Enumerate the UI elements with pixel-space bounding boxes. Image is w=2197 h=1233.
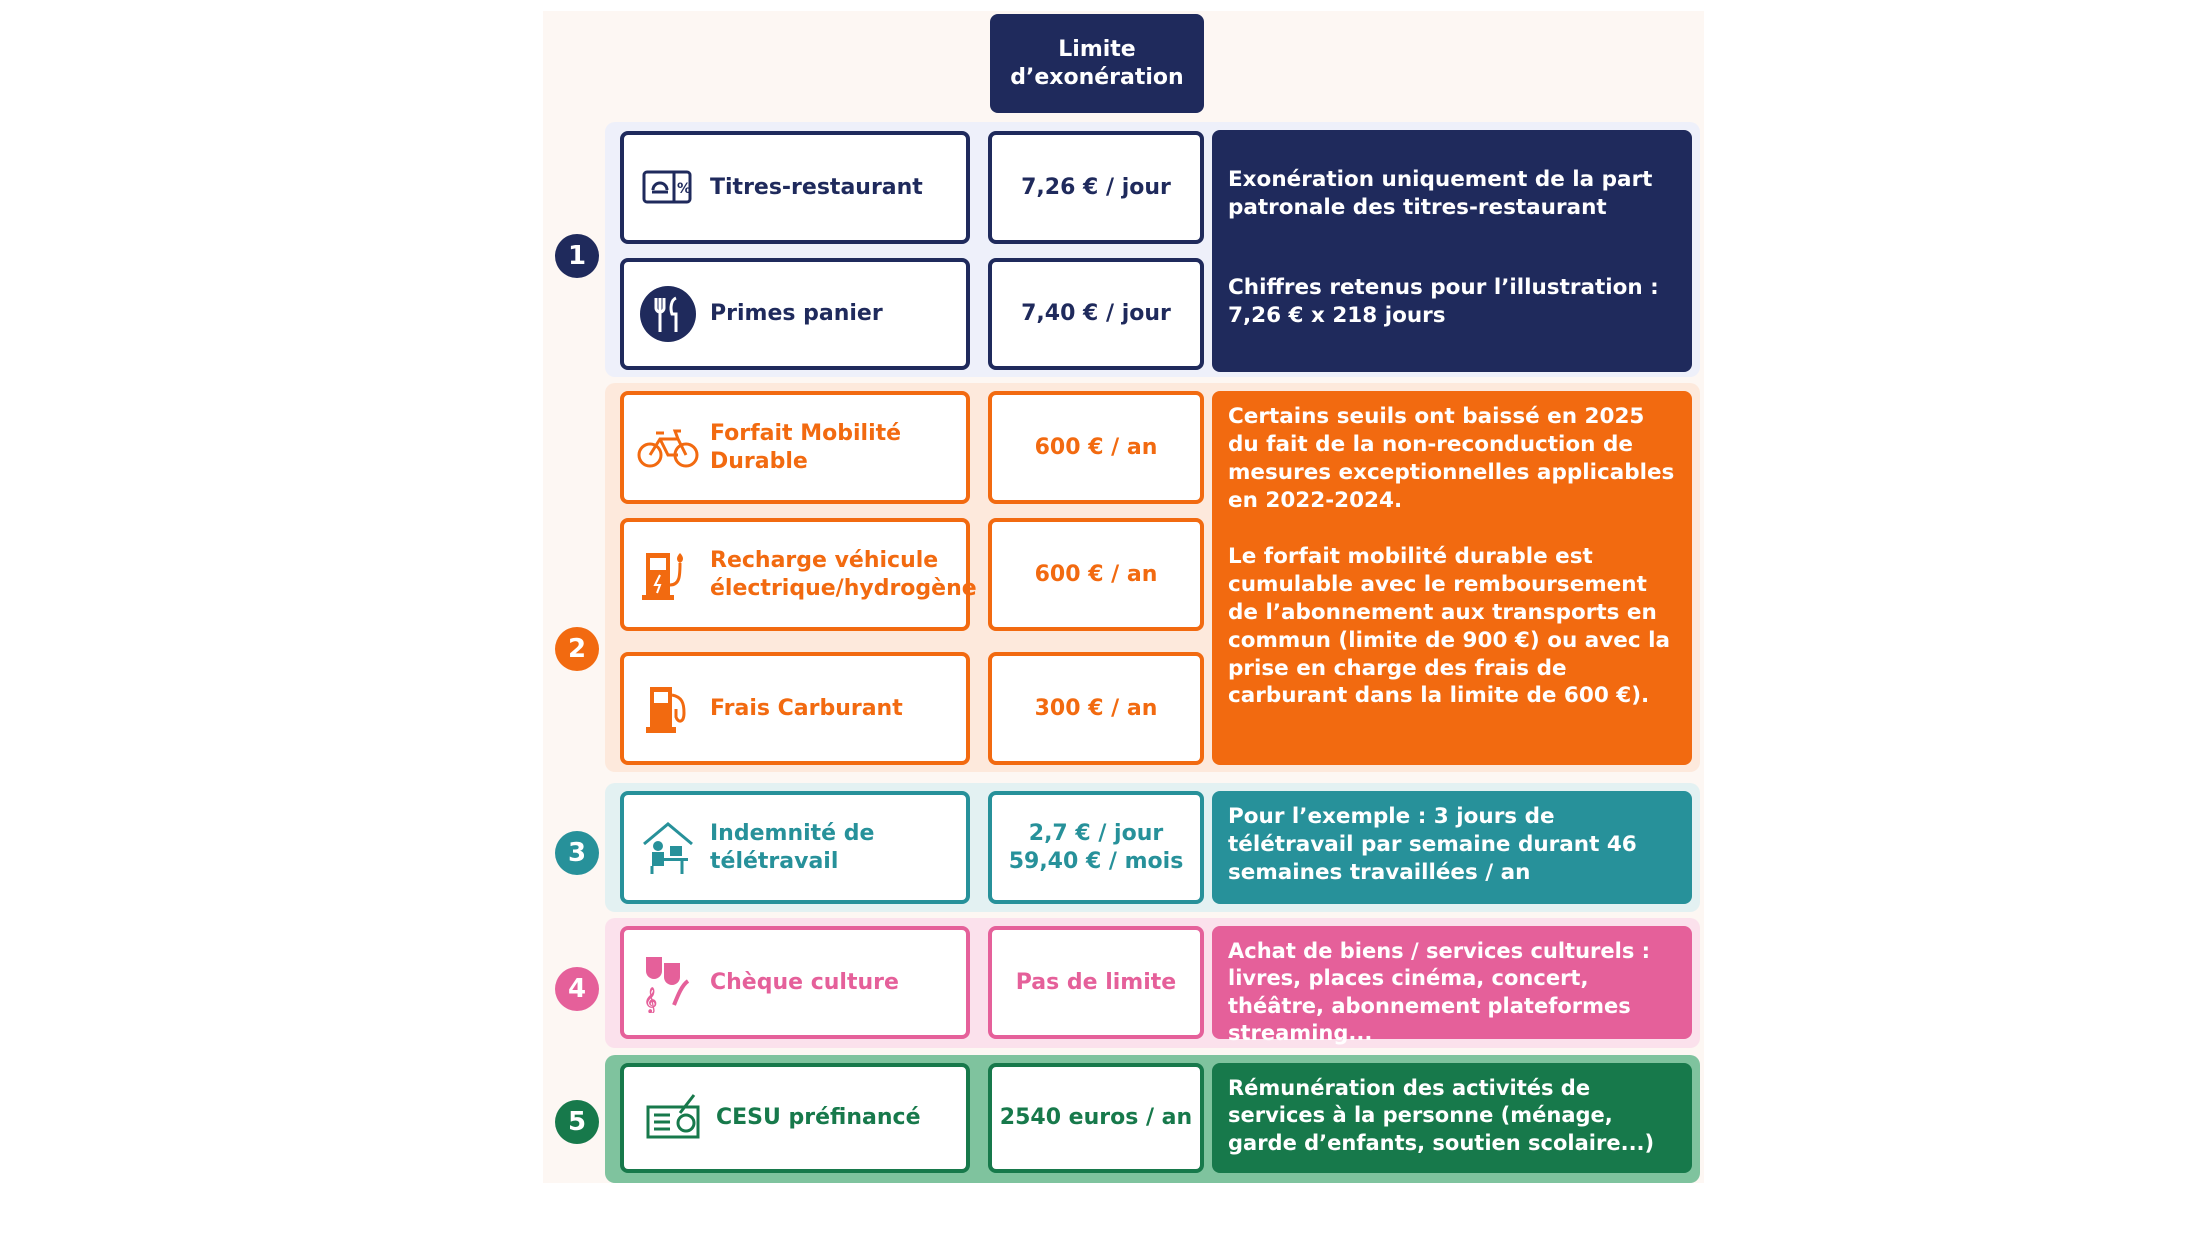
item-frais-carburant: Frais Carburant	[620, 652, 970, 765]
group-number-2: 2	[555, 627, 599, 671]
charging-station-icon	[636, 543, 700, 607]
item-label: Titres-restaurant	[710, 174, 923, 200]
group-1-description: Exonération uniquement de la part patron…	[1212, 130, 1692, 372]
fuel-pump-icon	[636, 677, 700, 741]
limit-indemnite-teletravail: 2,7 € / jour 59,40 € / mois	[988, 791, 1204, 904]
group-4-description: Achat de biens / services culturels : li…	[1212, 926, 1692, 1045]
description-text: Pour l’exemple : 3 jours de télétravail …	[1228, 804, 1637, 885]
description-text: Rémunération des activités de services à…	[1228, 1076, 1655, 1155]
item-cesu-prefinance: CESU préfinancé	[620, 1063, 970, 1173]
svg-text:%: %	[677, 181, 691, 197]
limit-cheque-culture: Pas de limite	[988, 926, 1204, 1039]
group-number-4: 4	[555, 967, 599, 1011]
description-text: Achat de biens / services culturels : li…	[1228, 939, 1651, 1045]
meal-voucher-icon: %	[636, 156, 700, 220]
group-2-description: Certains seuils ont baissé en 2025 du fa…	[1212, 391, 1692, 765]
group-number-5: 5	[555, 1100, 599, 1144]
bicycle-icon	[636, 416, 700, 480]
limit-value: 600 € / an	[1034, 561, 1158, 587]
item-forfait-mobilite: Forfait Mobilité Durable	[620, 391, 970, 504]
item-label: Frais Carburant	[710, 695, 903, 721]
limit-value: 2,7 € / jour	[1028, 821, 1164, 846]
limit-value-monthly: 59,40 € / mois	[1008, 848, 1184, 874]
group-number-3: 3	[555, 831, 599, 875]
column-header-text: Limite d’exonération	[1010, 37, 1184, 90]
limit-value: Pas de limite	[1015, 969, 1177, 995]
description-text: Chiffres retenus pour l’illustration : 7…	[1228, 274, 1659, 328]
description-text: Le forfait mobilité durable est cumulabl…	[1228, 543, 1670, 709]
item-label: Forfait Mobilité Durable	[710, 421, 902, 474]
item-label: CESU préfinancé	[716, 1105, 921, 1131]
description-text: Certains seuils ont baissé en 2025 du fa…	[1228, 404, 1675, 513]
item-label: Chèque culture	[710, 969, 899, 995]
description-text: Exonération uniquement de la part patron…	[1228, 167, 1653, 220]
item-label: Indemnité de télétravail	[710, 821, 875, 874]
limit-cesu-prefinance: 2540 euros / an	[988, 1063, 1204, 1173]
limit-value: 7,26 € / jour	[1021, 174, 1171, 200]
home-office-icon	[636, 816, 700, 880]
limit-frais-carburant: 300 € / an	[988, 652, 1204, 765]
limit-value: 7,40 € / jour	[1021, 301, 1171, 327]
cheque-icon	[642, 1086, 706, 1150]
limit-primes-panier: 7,40 € / jour	[988, 258, 1204, 370]
column-header: Limite d’exonération	[990, 14, 1204, 113]
limit-recharge-vehicule: 600 € / an	[988, 518, 1204, 631]
svg-text:𝄞: 𝄞	[644, 986, 657, 1013]
limit-forfait-mobilite: 600 € / an	[988, 391, 1204, 504]
limit-value: 600 € / an	[1034, 434, 1158, 460]
group-3-description: Pour l’exemple : 3 jours de télétravail …	[1212, 791, 1692, 904]
limit-value: 2540 euros / an	[999, 1105, 1193, 1131]
item-primes-panier: Primes panier	[620, 258, 970, 370]
item-cheque-culture: 𝄞 Chèque culture	[620, 926, 970, 1039]
group-number-1: 1	[555, 234, 599, 278]
item-titres-restaurant: % Titres-restaurant	[620, 131, 970, 244]
item-recharge-vehicule: Recharge véhicule électrique/hydrogène	[620, 518, 977, 631]
group-5-description: Rémunération des activités de services à…	[1212, 1063, 1692, 1173]
limit-titres-restaurant: 7,26 € / jour	[988, 131, 1204, 244]
item-label: Primes panier	[710, 301, 883, 327]
theater-masks-icon: 𝄞	[636, 951, 700, 1015]
limit-value: 300 € / an	[1034, 695, 1158, 721]
fork-knife-icon	[636, 282, 700, 346]
item-label: Recharge véhicule électrique/hydrogène	[710, 548, 977, 601]
item-indemnite-teletravail: Indemnité de télétravail	[620, 791, 970, 904]
